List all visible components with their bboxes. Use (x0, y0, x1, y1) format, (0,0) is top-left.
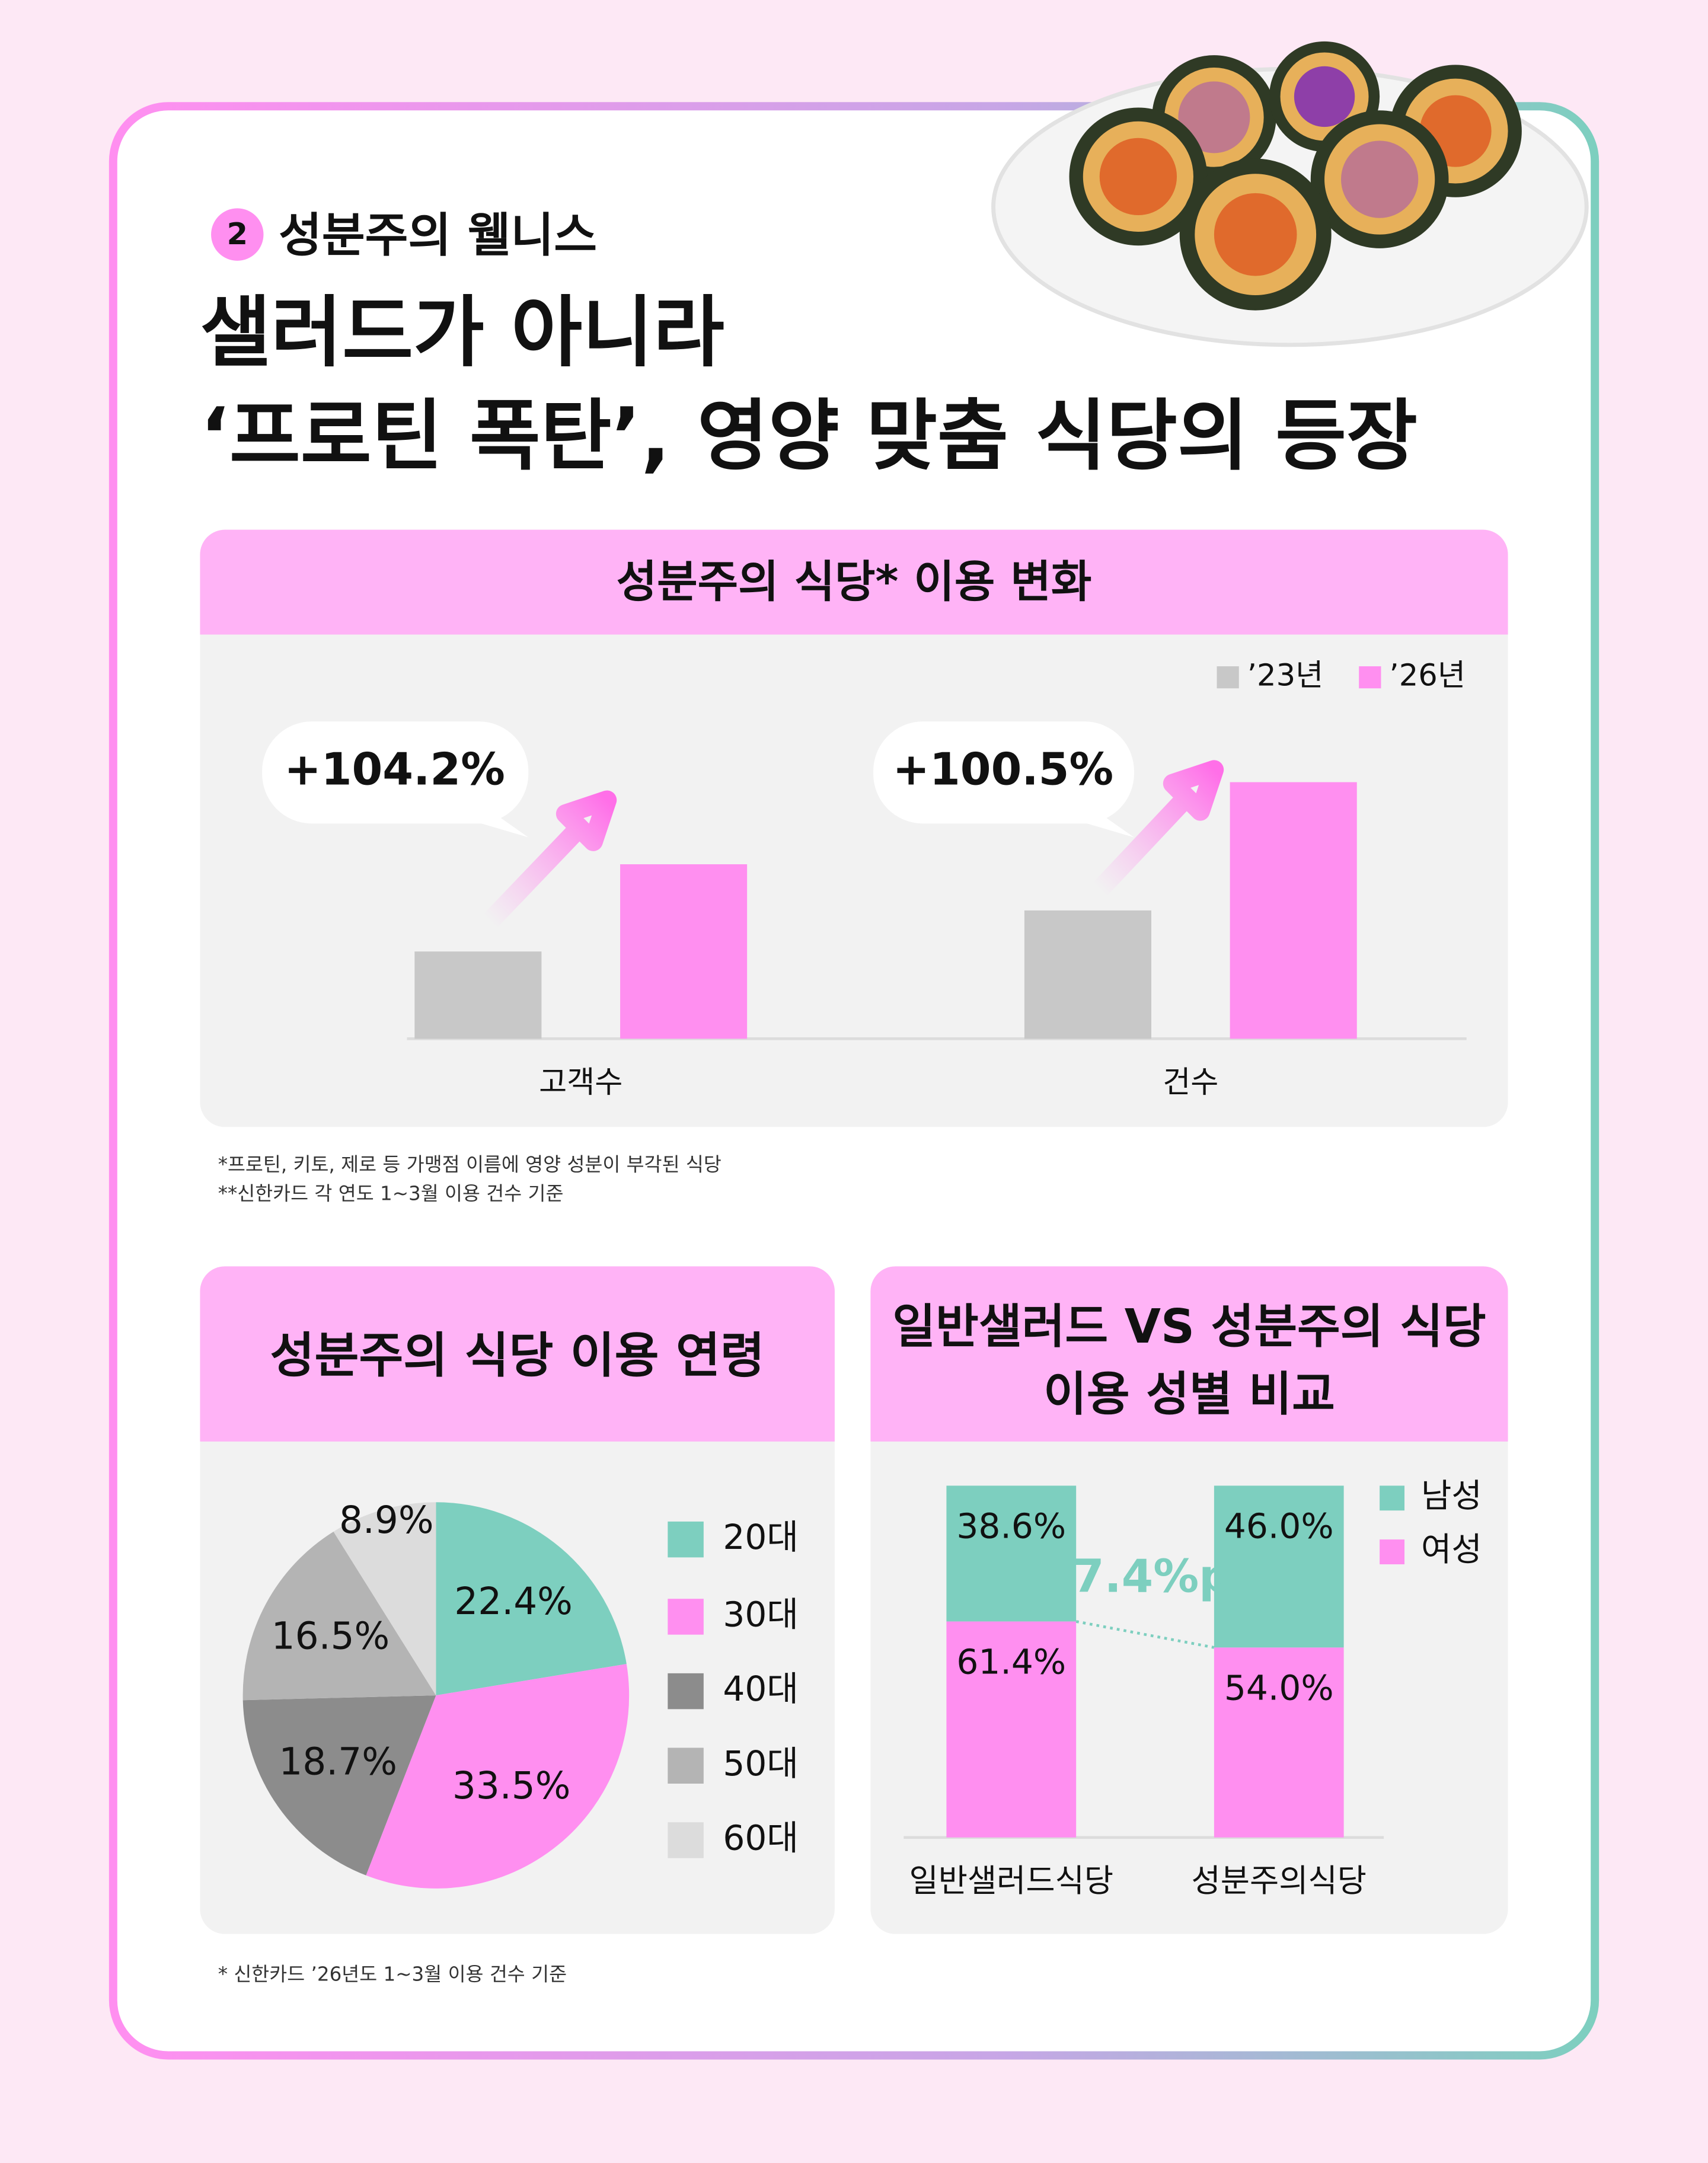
bar-segment (1214, 1485, 1344, 1648)
headline: 샐러드가 아니라 (200, 287, 724, 378)
pie-slice (333, 1502, 436, 1696)
badge-number: 2 (226, 216, 248, 252)
segment-label: 38.6% (956, 1506, 1066, 1547)
arrow (483, 790, 617, 928)
pie-slice (366, 1664, 630, 1889)
bar (414, 951, 542, 1039)
slice-label: 33.5% (452, 1764, 571, 1807)
headline: ‘프로틴 폭탄’, 영양 맞춤 식당의 등장 (200, 391, 1418, 481)
bubble (262, 721, 529, 838)
pie-slice (242, 1695, 436, 1876)
difference-label: 7.4%p (1072, 1551, 1231, 1603)
bar-segment (946, 1621, 1077, 1838)
legend-label: 50대 (723, 1743, 799, 1784)
panel-title: 이용 성별 비교 (1043, 1367, 1335, 1421)
x-tick-label: 성분주의식당 (1192, 1862, 1367, 1899)
legend-label: 20대 (723, 1517, 799, 1557)
bar-segment (1214, 1647, 1344, 1838)
panel-title: 성분주의 식당 이용 연령 (270, 1328, 765, 1384)
panel-header (200, 1266, 835, 1442)
growth-label: +104.2% (284, 744, 505, 795)
pie-slice (436, 1502, 627, 1696)
legend-label: ’26년 (1389, 658, 1466, 694)
section-title: 성분주의 웰니스 (279, 208, 597, 263)
legend-swatch (1359, 666, 1381, 689)
legend-label: 40대 (723, 1669, 799, 1709)
bar (1230, 782, 1357, 1039)
bubble (873, 721, 1134, 838)
legend-swatch (1217, 666, 1239, 689)
badge (211, 208, 264, 261)
bar (1024, 910, 1151, 1039)
x-tick-label: 고객수 (539, 1065, 622, 1100)
legend-swatch (668, 1521, 704, 1558)
footnote: * 신한카드 ’26년도 1~3월 이용 건수 기준 (218, 1963, 567, 1985)
footnote: *프로틴, 키토, 제로 등 가맹점 이름에 영양 성분이 부각된 식당 (218, 1153, 721, 1175)
connector (1075, 1620, 1215, 1649)
food-image (991, 41, 1589, 347)
segment-label: 46.0% (1224, 1506, 1334, 1547)
pie-slice (242, 1531, 436, 1701)
segment-label: 61.4% (956, 1642, 1066, 1682)
panel-title: 일반샐러드 VS 성분주의 식당 (892, 1299, 1486, 1354)
legend-label: 30대 (723, 1595, 799, 1635)
segment-label: 54.0% (1224, 1668, 1334, 1708)
legend-swatch (668, 1673, 704, 1710)
legend-swatch (1380, 1539, 1405, 1564)
legend-swatch (1380, 1485, 1405, 1511)
panel-title: 성분주의 식당* 이용 변화 (617, 556, 1092, 608)
bar-segment (946, 1485, 1077, 1622)
legend-swatch (668, 1822, 704, 1858)
legend-swatch (668, 1747, 704, 1784)
slice-label: 16.5% (272, 1615, 390, 1658)
slice-label: 22.4% (454, 1580, 573, 1623)
x-tick-label: 건수 (1163, 1065, 1218, 1100)
x-tick-label: 일반샐러드식당 (909, 1862, 1113, 1899)
arrow (1092, 760, 1224, 897)
legend-label: 남성 (1421, 1477, 1482, 1515)
slice-label: 18.7% (279, 1740, 397, 1783)
footnote: **신한카드 각 연도 1~3월 이용 건수 기준 (218, 1182, 564, 1204)
panel-header (200, 529, 1508, 635)
bar (620, 864, 748, 1039)
legend-swatch (668, 1599, 704, 1635)
legend-label: ’23년 (1247, 658, 1324, 694)
slice-label: 8.9% (339, 1499, 434, 1542)
legend-label: 60대 (723, 1818, 799, 1858)
panel-header (870, 1266, 1508, 1442)
legend-label: 여성 (1421, 1531, 1482, 1569)
growth-label: +100.5% (893, 744, 1113, 795)
